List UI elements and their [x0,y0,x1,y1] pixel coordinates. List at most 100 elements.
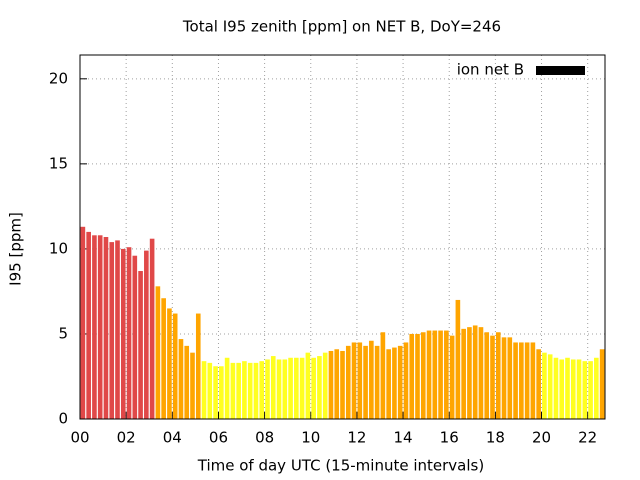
x-tick-label: 16 [440,429,459,447]
bar [132,255,138,419]
bar [420,332,426,419]
bar [507,337,513,419]
bar [461,328,466,419]
legend-label: ion net B [457,61,524,79]
bar [403,342,409,419]
bar [570,359,576,419]
bar [265,359,270,419]
bar [236,362,241,419]
bar [524,342,530,419]
bar [172,313,178,419]
bar [97,235,103,419]
bar [178,339,184,419]
bar [259,361,265,419]
x-tick-label: 22 [578,429,597,447]
bar [392,347,397,419]
y-tick-label: 10 [49,239,68,257]
bar [559,359,565,419]
bar [190,352,195,419]
bar [126,247,132,419]
x-tick-label: 20 [532,429,551,447]
bar [80,226,86,419]
bar [547,354,553,419]
bar [167,308,172,419]
chart-title: Total I95 zenith [ppm] on NET B, DoY=246 [182,18,501,36]
bar [115,240,120,419]
bar [369,340,374,419]
x-tick-label: 08 [255,429,274,447]
bar [576,359,582,419]
bar [553,357,559,419]
y-tick-label: 5 [58,324,68,342]
bar [155,286,161,419]
x-tick-label: 14 [394,429,413,447]
bar [328,350,334,419]
bar [594,357,599,419]
bar [599,349,605,419]
bar [397,345,403,419]
bar [536,349,541,419]
x-tick-label: 10 [301,429,320,447]
bar [270,356,276,419]
bar [409,333,415,419]
bar [444,330,449,419]
x-tick-label: 12 [347,429,366,447]
bar [109,242,115,419]
bar [207,362,213,419]
bar [357,342,363,419]
bar [86,231,91,419]
bar [213,366,218,419]
y-axis-label: I95 [ppm] [7,212,25,286]
bar [513,342,518,419]
bar [299,357,305,419]
bar [334,349,340,419]
bar [242,361,247,419]
bar [201,361,207,419]
bar [219,366,224,419]
bar [449,335,455,419]
bar [380,332,386,419]
bar [322,352,328,419]
bar [426,330,432,419]
bar [340,350,345,419]
bar [161,298,166,419]
plot-border [79,54,606,420]
bar [282,359,288,419]
x-tick-label: 00 [70,429,89,447]
bar [542,352,547,419]
bar [501,337,507,419]
bar [138,271,143,419]
bar [472,325,478,419]
bar [345,345,351,419]
bar [120,248,126,419]
bar [184,345,190,419]
bar [478,327,484,419]
bar [311,357,316,419]
bar [230,362,236,419]
bar [317,356,322,419]
bar [530,342,536,419]
bar [351,342,357,419]
bar [495,332,501,419]
y-tick-label: 15 [49,154,68,172]
bar [224,357,230,419]
bar [305,352,311,419]
bar [455,299,461,419]
bar [490,335,495,419]
bar [195,313,201,419]
bar [149,238,155,419]
x-tick-label: 02 [117,429,136,447]
bar [374,345,380,419]
bar [565,357,570,419]
bar [432,330,438,419]
bar [519,342,524,419]
bar [103,237,109,419]
bar [415,333,420,419]
bar [363,345,368,419]
y-tick-label: 0 [58,410,68,428]
bar [92,235,97,419]
bar [386,349,391,419]
x-tick-label: 04 [163,429,182,447]
legend-swatch [536,66,585,75]
